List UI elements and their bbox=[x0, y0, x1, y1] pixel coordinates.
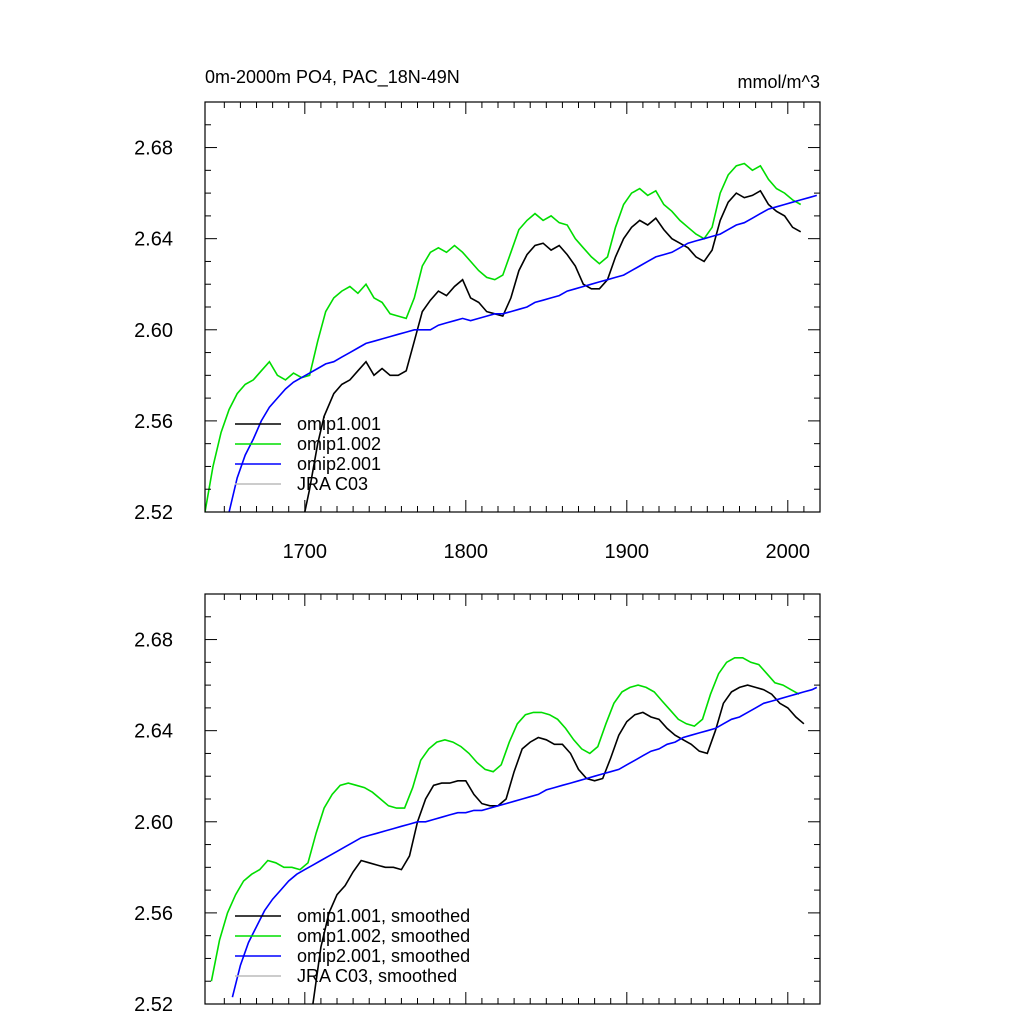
chart-panel-1: 2.52 2.56 2.60 2.64 2.68 1700 1800 1900 2000 0m-2… bbox=[134, 67, 821, 563]
legend-label: omip1.002, smoothed bbox=[297, 926, 470, 946]
series-line-omip2-001-smoothed bbox=[231, 686, 818, 998]
chart-title: 0m-2000m PO4, PAC_18N-49N bbox=[205, 67, 460, 88]
legend-label: omip1.001 bbox=[297, 414, 381, 434]
x-tick-label: 2000 bbox=[766, 541, 811, 563]
y-tick-label: 2.52 bbox=[134, 994, 173, 1016]
y-tick-label: 2.60 bbox=[134, 812, 173, 834]
y-tick-label: 2.60 bbox=[134, 320, 173, 342]
y-tick-label: 2.68 bbox=[134, 630, 173, 652]
y-tick-label: 2.64 bbox=[134, 721, 173, 743]
series-line-omip1-001-smoothed bbox=[312, 684, 805, 1004]
y-tick-label: 2.68 bbox=[134, 138, 173, 160]
legend-label: omip2.001 bbox=[297, 454, 381, 474]
y-tick-label: 2.56 bbox=[134, 411, 173, 433]
legend-label: JRA C03 bbox=[297, 474, 368, 494]
x-tick-label: 1900 bbox=[605, 541, 650, 563]
legend-label: omip2.001, smoothed bbox=[297, 946, 470, 966]
series-line-omip2-001 bbox=[228, 194, 818, 512]
units-label: mmol/m^3 bbox=[738, 72, 820, 92]
series-line-omip1-001 bbox=[304, 189, 802, 512]
legend-label: omip1.002 bbox=[297, 434, 381, 454]
x-tick-label: 1800 bbox=[444, 541, 489, 563]
series-line-omip1-002-smoothed bbox=[210, 657, 800, 982]
series-line-omip1-002 bbox=[205, 162, 802, 512]
y-tick-label: 2.52 bbox=[134, 502, 173, 524]
y-tick-label: 2.64 bbox=[134, 229, 173, 251]
y-tick-label: 2.56 bbox=[134, 903, 173, 925]
legend-label: JRA C03, smoothed bbox=[297, 966, 457, 986]
legend-label: omip1.001, smoothed bbox=[297, 906, 470, 926]
x-tick-label: 1700 bbox=[283, 541, 328, 563]
